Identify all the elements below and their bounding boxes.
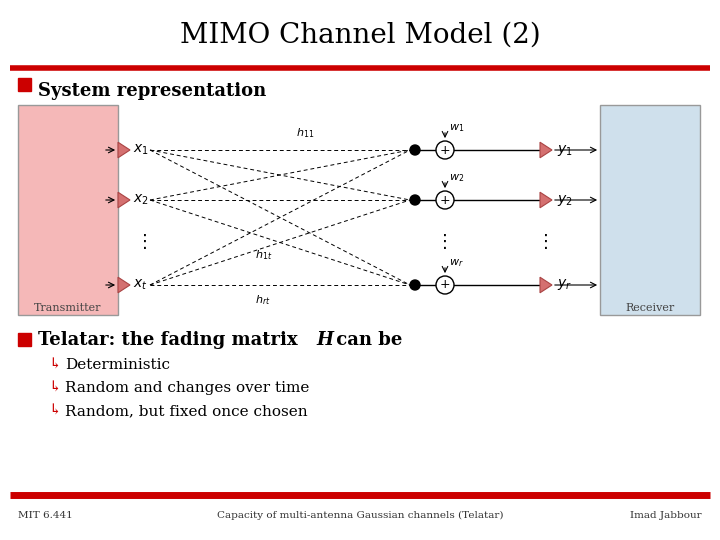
Polygon shape bbox=[118, 192, 130, 208]
Bar bbox=[18, 78, 31, 91]
Text: $y_2$: $y_2$ bbox=[557, 192, 573, 207]
Text: $h_{11}$: $h_{11}$ bbox=[296, 126, 314, 140]
Text: Telatar: the fading matrix: Telatar: the fading matrix bbox=[38, 331, 304, 349]
Text: can be: can be bbox=[330, 331, 402, 349]
Polygon shape bbox=[118, 277, 130, 293]
Polygon shape bbox=[540, 192, 552, 208]
Text: ⋮: ⋮ bbox=[136, 233, 154, 251]
Text: $x_2$: $x_2$ bbox=[133, 193, 149, 207]
Text: $w_r$: $w_r$ bbox=[449, 257, 464, 269]
Text: Receiver: Receiver bbox=[626, 303, 675, 313]
Text: Random, but fixed once chosen: Random, but fixed once chosen bbox=[65, 404, 307, 418]
Text: MIMO Channel Model (2): MIMO Channel Model (2) bbox=[179, 22, 541, 49]
Text: ↳: ↳ bbox=[48, 404, 60, 418]
Text: ↳: ↳ bbox=[48, 358, 60, 372]
Text: +: + bbox=[440, 193, 450, 206]
Circle shape bbox=[410, 145, 420, 155]
Text: ⋮: ⋮ bbox=[537, 233, 555, 251]
Text: $w_2$: $w_2$ bbox=[449, 172, 464, 184]
Bar bbox=[18, 333, 31, 346]
Bar bbox=[600, 105, 700, 315]
Text: Deterministic: Deterministic bbox=[65, 358, 170, 372]
Text: $w_1$: $w_1$ bbox=[449, 122, 464, 134]
Text: $y_r$: $y_r$ bbox=[557, 278, 572, 293]
Circle shape bbox=[436, 141, 454, 159]
Bar bbox=[18, 105, 118, 315]
Text: Capacity of multi-antenna Gaussian channels (Telatar): Capacity of multi-antenna Gaussian chann… bbox=[217, 510, 503, 519]
Text: $h_{1t}$: $h_{1t}$ bbox=[255, 248, 272, 262]
Circle shape bbox=[436, 191, 454, 209]
Text: +: + bbox=[440, 279, 450, 292]
Text: Transmitter: Transmitter bbox=[35, 303, 102, 313]
Text: MIT 6.441: MIT 6.441 bbox=[18, 510, 73, 519]
Text: $x_t$: $x_t$ bbox=[133, 278, 148, 292]
Text: +: + bbox=[440, 144, 450, 157]
Circle shape bbox=[410, 195, 420, 205]
Text: $h_{rt}$: $h_{rt}$ bbox=[255, 293, 271, 307]
Text: System representation: System representation bbox=[38, 82, 266, 100]
Polygon shape bbox=[540, 142, 552, 158]
Circle shape bbox=[410, 280, 420, 290]
Text: Random and changes over time: Random and changes over time bbox=[65, 381, 310, 395]
Text: $x_1$: $x_1$ bbox=[133, 143, 149, 157]
Text: Imad Jabbour: Imad Jabbour bbox=[631, 510, 702, 519]
Polygon shape bbox=[118, 142, 130, 158]
Text: ↳: ↳ bbox=[48, 381, 60, 395]
Text: ⋮: ⋮ bbox=[436, 233, 454, 251]
Text: $y_1$: $y_1$ bbox=[557, 143, 573, 158]
Polygon shape bbox=[540, 277, 552, 293]
Circle shape bbox=[436, 276, 454, 294]
Text: H: H bbox=[316, 331, 333, 349]
